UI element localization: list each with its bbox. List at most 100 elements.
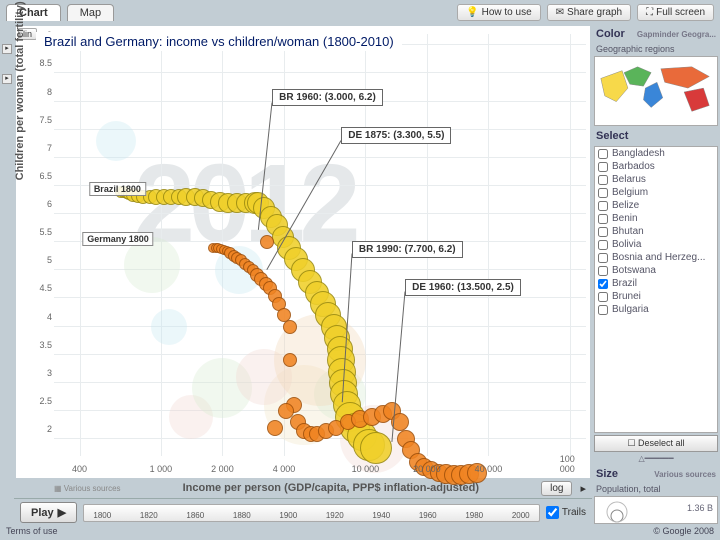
country-select-list[interactable]: BangladeshBarbadosBelarusBelgiumBelizeBe… [594, 146, 718, 433]
trail-point-germany[interactable] [267, 420, 283, 436]
bulb-icon: 💡 [466, 7, 478, 18]
trail-point-germany[interactable] [260, 235, 274, 249]
color-panel-title: Color [596, 28, 625, 40]
callout-de1875: DE 1875: (3.300, 5.5) [341, 127, 451, 144]
country-checkbox[interactable] [598, 188, 608, 198]
country-checkbox[interactable] [598, 227, 608, 237]
timeline-tick: 1800 [93, 511, 111, 520]
country-name: Bolivia [612, 239, 641, 250]
trail-point-germany[interactable] [278, 403, 294, 419]
topbar: Chart Map 💡How to use ✉Share graph ⛶Full… [0, 0, 720, 24]
map-region[interactable] [684, 88, 709, 111]
country-item[interactable]: Brazil [595, 277, 717, 290]
deselect-all-button[interactable]: ☐ Deselect all [594, 435, 718, 452]
country-item[interactable]: Botswana [595, 264, 717, 277]
map-region[interactable] [601, 71, 628, 102]
country-checkbox[interactable] [598, 253, 608, 263]
country-item[interactable]: Brunei [595, 290, 717, 303]
xaxis-expand-icon[interactable]: ▸ [580, 482, 586, 495]
map-region[interactable] [624, 67, 651, 86]
country-item[interactable]: Bangladesh [595, 147, 717, 160]
size-panel[interactable]: 1.36 B [594, 496, 718, 524]
x-source: ▦ Various sources [54, 484, 121, 493]
plot[interactable]: 2012 Brazil 1800Germany 1800BR 1960: (3.… [54, 34, 586, 456]
country-checkbox[interactable] [598, 201, 608, 211]
country-checkbox[interactable] [598, 214, 608, 224]
country-name: Belgium [612, 187, 648, 198]
fullscreen-button[interactable]: ⛶Full screen [637, 4, 714, 21]
map-panel-label: Geographic regions [594, 44, 718, 54]
x-tick: 10 000 [352, 464, 380, 474]
country-checkbox[interactable] [598, 162, 608, 172]
callout-de1960: DE 1960: (13.500, 2.5) [405, 279, 521, 296]
map-region[interactable] [643, 82, 662, 107]
chart-area: lin Brazil and Germany: income vs childr… [16, 26, 590, 478]
x-tick: 40 000 [475, 464, 503, 474]
country-item[interactable]: Barbados [595, 160, 717, 173]
tab-map[interactable]: Map [67, 4, 114, 21]
y-tick: 7.5 [18, 115, 52, 125]
timeline-tick: 1880 [233, 511, 251, 520]
country-item[interactable]: Bhutan [595, 225, 717, 238]
timeline-tick: 1820 [140, 511, 158, 520]
country-checkbox[interactable] [598, 292, 608, 302]
howto-button[interactable]: 💡How to use [457, 4, 540, 21]
country-item[interactable]: Belize [595, 199, 717, 212]
y-tick: 4 [18, 312, 52, 322]
play-button[interactable]: Play▶ [20, 502, 77, 523]
y-tick: 6 [18, 199, 52, 209]
country-checkbox[interactable] [598, 266, 608, 276]
country-name: Bulgaria [612, 304, 649, 315]
y-tick: 6.5 [18, 171, 52, 181]
ghost-bubble [96, 121, 136, 161]
world-map[interactable] [594, 56, 718, 126]
map-region[interactable] [661, 67, 709, 88]
country-checkbox[interactable] [598, 279, 608, 289]
size-value: 1.36 B [687, 503, 713, 513]
play-icon: ▶ [58, 506, 66, 519]
trails-toggle[interactable]: Trails [546, 506, 586, 519]
leftstrip-btn-2[interactable]: ▸ [2, 74, 12, 84]
mail-icon: ✉ [556, 7, 564, 18]
x-tick: 100 000 [560, 454, 580, 474]
country-name: Botswana [612, 265, 656, 276]
y-tick: 4.5 [18, 283, 52, 293]
country-item[interactable]: Belarus [595, 173, 717, 186]
timeline-tick: 1980 [465, 511, 483, 520]
left-tool-strip: ▸ ▸ [0, 24, 14, 526]
series-label-germany: Germany 1800 [82, 232, 154, 246]
y-tick: 8 [18, 87, 52, 97]
trail-point-germany[interactable] [283, 353, 297, 367]
y-tick: 3 [18, 368, 52, 378]
country-name: Bangladesh [612, 148, 665, 159]
x-tick: 20 000 [413, 464, 441, 474]
country-checkbox[interactable] [598, 175, 608, 185]
country-item[interactable]: Belgium [595, 186, 717, 199]
credit-label: © Google 2008 [653, 526, 714, 540]
xscale-pill[interactable]: log [541, 481, 572, 496]
timeline-tick: 1860 [186, 511, 204, 520]
country-checkbox[interactable] [598, 305, 608, 315]
country-item[interactable]: Benin [595, 212, 717, 225]
y-tick: 3.5 [18, 340, 52, 350]
y-tick: 7 [18, 143, 52, 153]
timeline-tick: 1940 [372, 511, 390, 520]
select-panel-title: Select [596, 130, 628, 142]
terms-link[interactable]: Terms of use [6, 526, 58, 540]
size-metric-label: Population, total [594, 484, 718, 494]
share-button[interactable]: ✉Share graph [547, 4, 631, 21]
country-item[interactable]: Bulgaria [595, 303, 717, 316]
country-checkbox[interactable] [598, 240, 608, 250]
timeline-slider[interactable]: 1800182018601880190019201940196019802000 [83, 504, 540, 522]
leftstrip-btn-1[interactable]: ▸ [2, 44, 12, 54]
country-item[interactable]: Bolivia [595, 238, 717, 251]
timeline-tick: 2000 [512, 511, 530, 520]
trail-point-brazil[interactable] [360, 432, 392, 464]
country-item[interactable]: Bosnia and Herzeg... [595, 251, 717, 264]
ghost-bubble [151, 309, 187, 345]
opacity-slider[interactable]: △━━━━━━ [594, 454, 718, 464]
country-checkbox[interactable] [598, 149, 608, 159]
y-tick: 8.5 [18, 58, 52, 68]
trail-point-germany[interactable] [283, 320, 297, 334]
x-tick: 1 000 [150, 464, 173, 474]
